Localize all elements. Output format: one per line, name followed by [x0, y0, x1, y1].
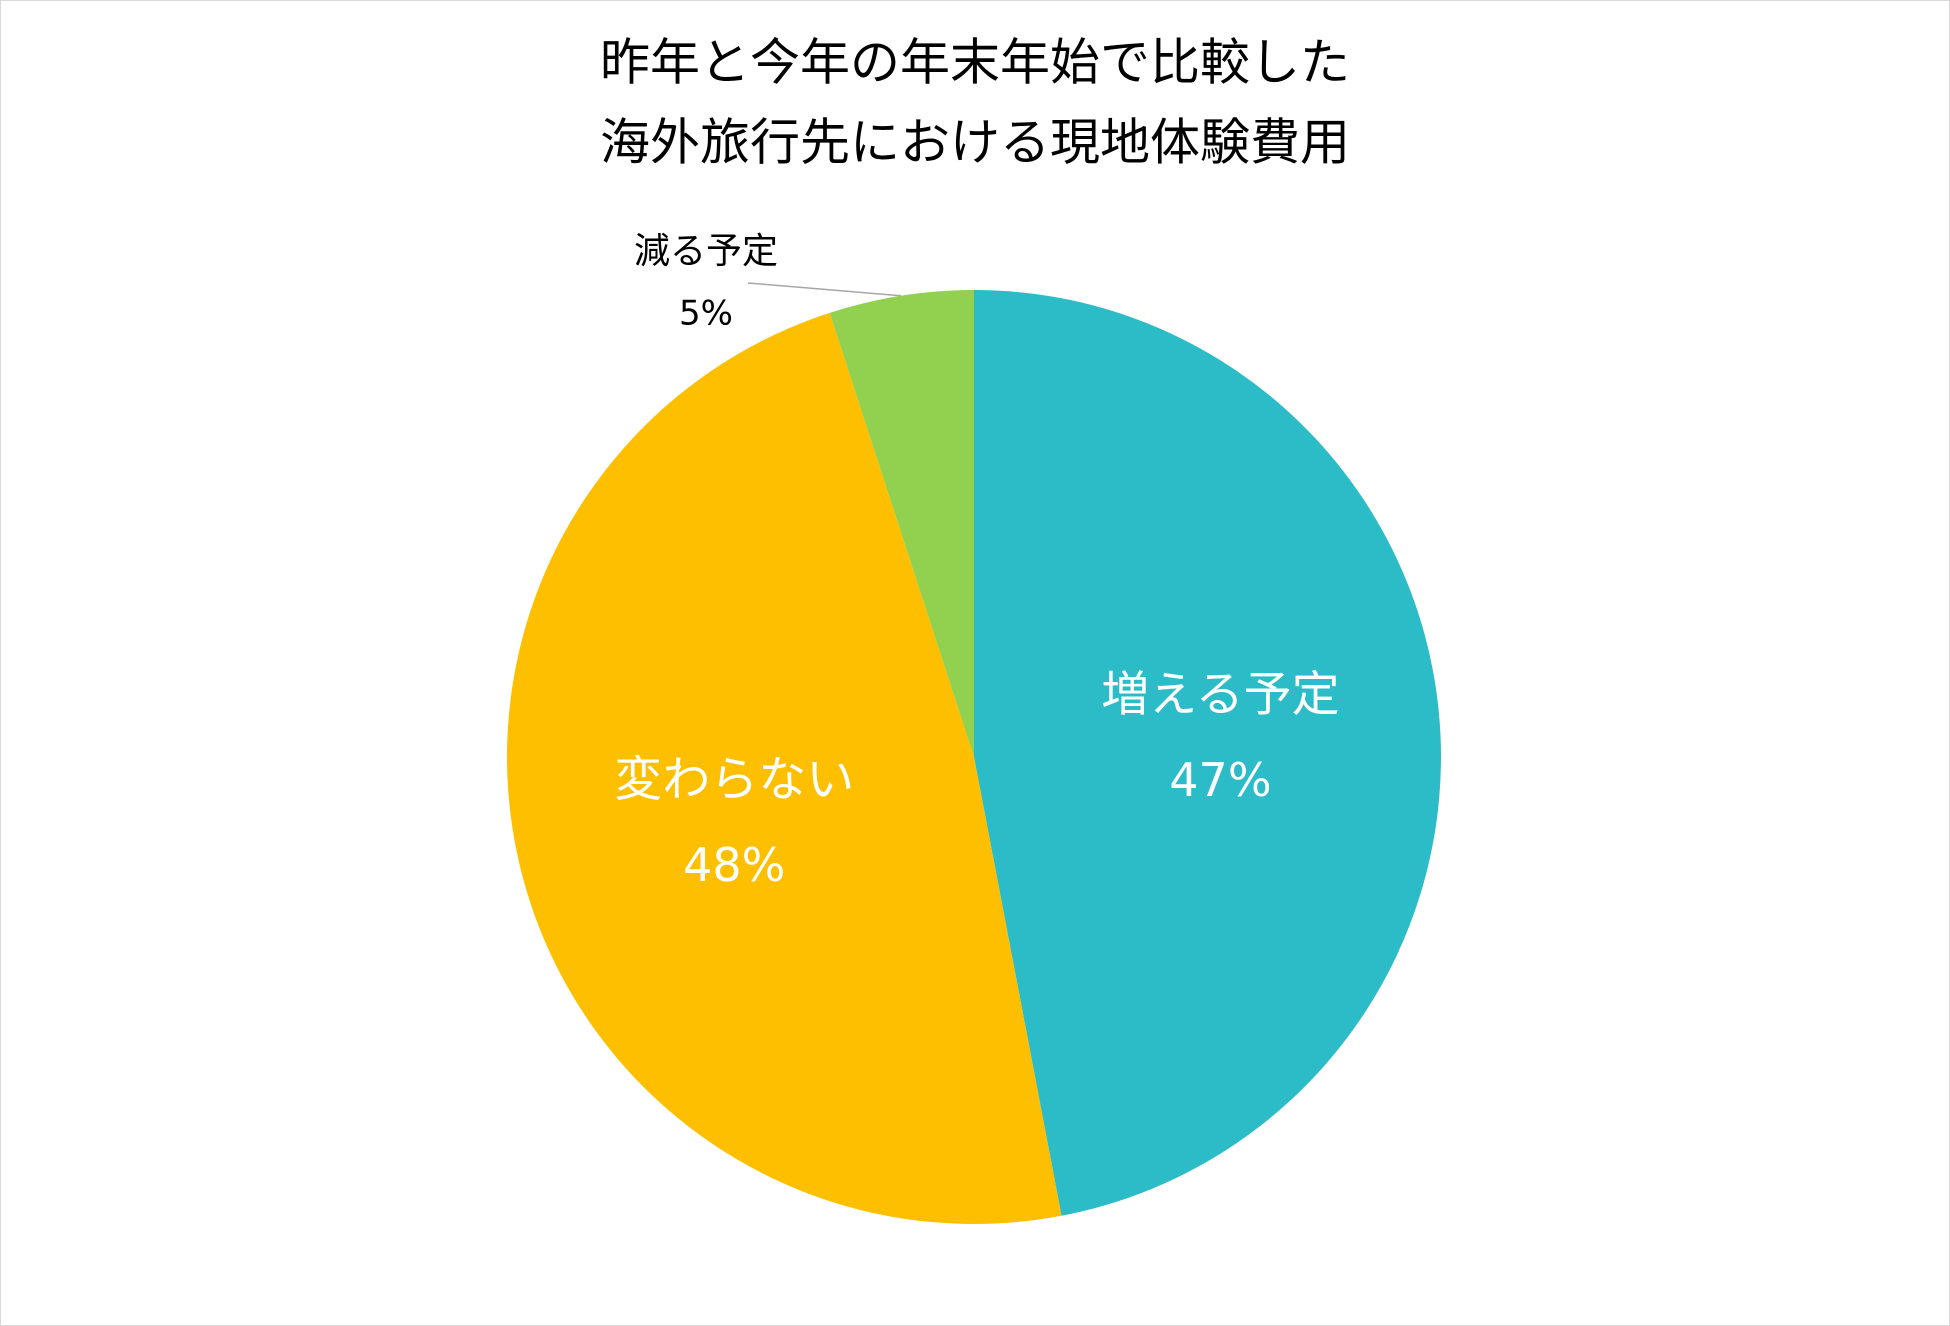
pie-slice	[507, 312, 1062, 1225]
slice-value-label: 48%	[683, 838, 785, 892]
slice-label: 変わらない	[614, 752, 854, 808]
pie-slice	[829, 290, 974, 757]
leader-line	[747, 282, 902, 297]
slice-label: 減る予定	[634, 231, 778, 272]
chart-title-line: 海外旅行先における現地体験費用	[600, 114, 1350, 172]
slice-value-label: 47%	[1169, 753, 1271, 807]
chart-title-line: 昨年と今年の年末年始で比較した	[600, 34, 1350, 92]
slice-value-label: 5%	[679, 294, 733, 334]
pie-slice	[974, 290, 1441, 1216]
slice-label: 増える予定	[1101, 667, 1340, 723]
